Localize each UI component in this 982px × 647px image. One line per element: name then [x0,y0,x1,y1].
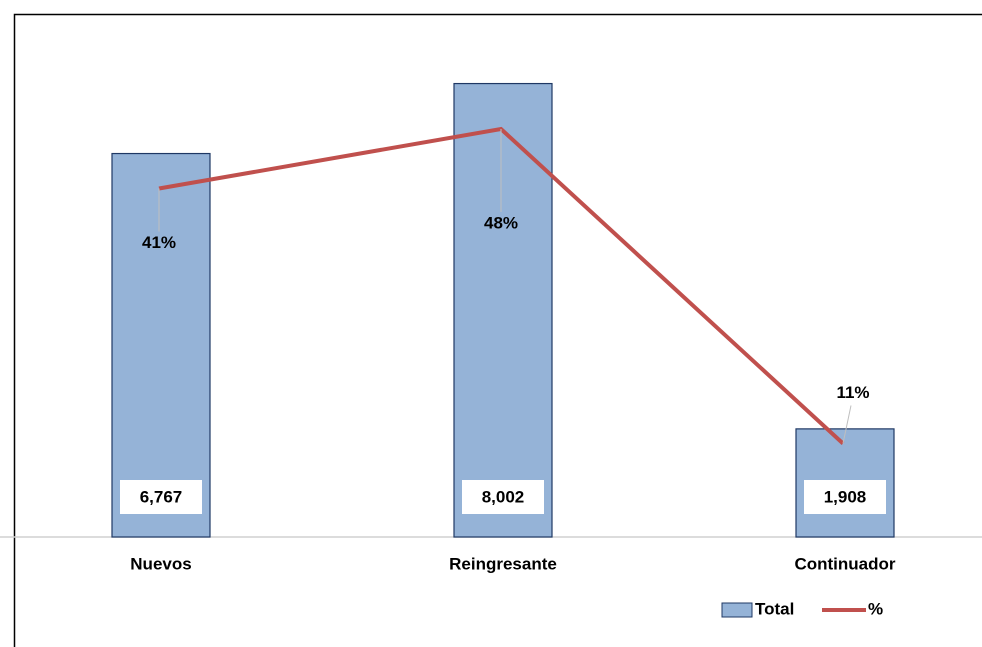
data-label: 1,908 [824,487,867,506]
legend-label: Total [755,599,794,618]
data-label: 41% [142,233,176,252]
legend-label: % [868,599,883,618]
data-label-box [120,480,202,514]
data-label-box [462,480,544,514]
x-tick-label: Reingresante [449,554,557,573]
data-label: 48% [484,213,518,232]
data-label: 11% [836,383,869,402]
bar [111,152,211,538]
legend-swatch [721,602,753,618]
bar [453,82,553,538]
leader-line [842,405,852,444]
data-label-box [804,480,886,514]
data-label: 6,767 [140,487,183,506]
x-tick-label: Continuador [794,554,895,573]
x-tick-label: Nuevos [130,554,191,573]
data-label: 8,002 [482,487,525,506]
